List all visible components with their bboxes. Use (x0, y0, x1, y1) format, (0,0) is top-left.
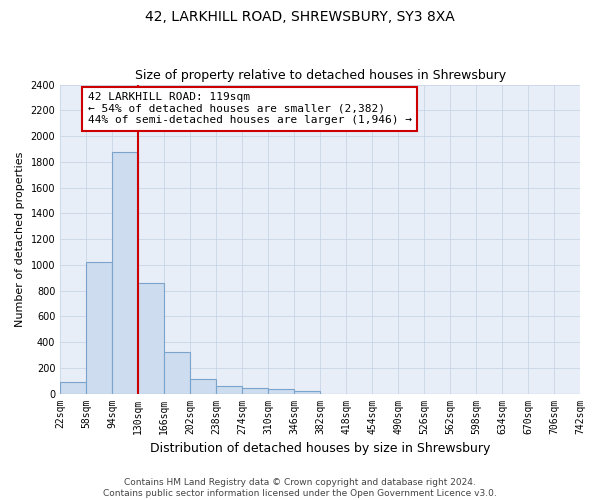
Bar (242, 388, 268, 394)
Bar (216, 386, 242, 394)
Bar (138, 283, 164, 394)
Bar (112, 152, 138, 394)
Bar (294, 391, 320, 394)
Text: Contains HM Land Registry data © Crown copyright and database right 2024.
Contai: Contains HM Land Registry data © Crown c… (103, 478, 497, 498)
Bar (60, 382, 86, 394)
Y-axis label: Number of detached properties: Number of detached properties (15, 152, 25, 326)
Bar (190, 378, 216, 394)
Bar (268, 389, 294, 394)
Title: Size of property relative to detached houses in Shrewsbury: Size of property relative to detached ho… (134, 69, 506, 82)
Text: 42 LARKHILL ROAD: 119sqm
← 54% of detached houses are smaller (2,382)
44% of sem: 42 LARKHILL ROAD: 119sqm ← 54% of detach… (88, 92, 412, 126)
Bar (164, 352, 190, 394)
X-axis label: Distribution of detached houses by size in Shrewsbury: Distribution of detached houses by size … (150, 442, 490, 455)
Text: 42, LARKHILL ROAD, SHREWSBURY, SY3 8XA: 42, LARKHILL ROAD, SHREWSBURY, SY3 8XA (145, 10, 455, 24)
Bar (86, 262, 112, 394)
